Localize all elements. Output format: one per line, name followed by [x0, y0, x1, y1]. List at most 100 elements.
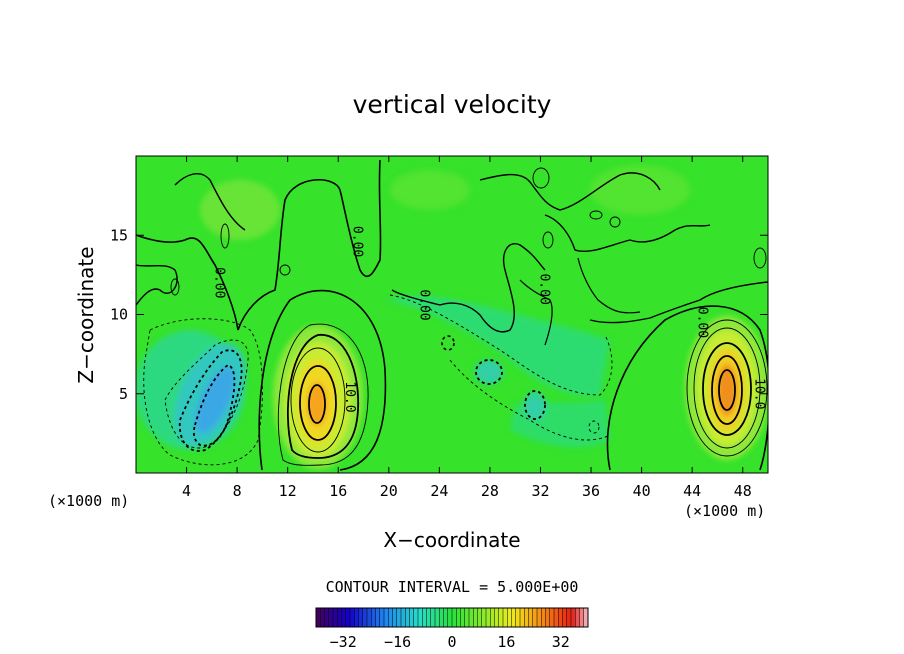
colorbar-cell — [435, 608, 440, 627]
colorbar-cell — [579, 608, 585, 627]
colorbar-cell — [426, 608, 432, 627]
colorbar-cell — [549, 608, 555, 627]
colorbar-cell — [520, 608, 525, 627]
x-tick-label: 4 — [182, 482, 191, 500]
colorbar-cell — [524, 608, 529, 627]
chart-title: vertical velocity — [353, 90, 552, 119]
colorbar-cell — [328, 608, 334, 627]
colorbar-tick-label: −32 — [330, 633, 357, 651]
colorbar-cell — [392, 608, 398, 627]
plot-area: 0.00 0.00 0.00 0.00 0.00 10.0 10.0 — [136, 156, 768, 473]
colorbar-cell — [333, 608, 338, 627]
y-tick-label: 10 — [110, 306, 128, 324]
colorbar-cell — [562, 608, 568, 627]
colorbar-cell — [345, 608, 351, 627]
colorbar-cell — [354, 608, 359, 627]
colorbar-cell — [541, 608, 546, 627]
colorbar-cell — [367, 608, 372, 627]
colorbar-cell — [379, 608, 385, 627]
colorbar-tick-label: 32 — [552, 633, 570, 651]
y-axis-label: Z−coordinate — [74, 246, 98, 383]
x-tick-label: 20 — [380, 482, 398, 500]
x-tick-label: 36 — [582, 482, 600, 500]
colorbar-cell — [456, 608, 461, 627]
contour-label: 0.00 — [212, 267, 227, 298]
colorbar-cell — [460, 608, 466, 627]
contour-label: 10.0 — [751, 378, 766, 409]
contour-label: 0.00 — [349, 226, 364, 257]
colorbar-cell — [316, 608, 321, 627]
colorbar-ticks: −32 −16 0 16 32 — [330, 633, 570, 651]
colorbar-cell — [422, 608, 427, 627]
colorbar-cell — [396, 608, 402, 627]
colorbar-tick-label: 16 — [497, 633, 515, 651]
colorbar-cell — [507, 608, 512, 627]
colorbar-cell — [469, 608, 474, 627]
colorbar-frame — [315, 607, 589, 628]
colorbar-cell — [388, 608, 393, 627]
colorbar-cell — [409, 608, 415, 627]
colorbar-cell — [341, 608, 347, 627]
contour-label: 0.00 — [536, 273, 551, 304]
contour-lines — [136, 159, 768, 471]
colorbar-cell — [558, 608, 563, 627]
colorbar-cell — [358, 608, 364, 627]
colorbar-cell — [473, 608, 478, 627]
colorbar-cell — [554, 608, 559, 627]
colorbar-cell — [418, 608, 423, 627]
colorbar-cell — [401, 608, 406, 627]
x-tick-label: 24 — [430, 482, 448, 500]
colorbar-cell — [320, 608, 325, 627]
colorbar-cell — [405, 608, 410, 627]
colorbar-cell — [439, 608, 444, 627]
colorbar-cell — [528, 608, 534, 627]
contour-interval-text: CONTOUR INTERVAL = 5.000E+00 — [326, 578, 579, 596]
colorbar-cell — [566, 608, 572, 627]
x-tick-label: 40 — [633, 482, 651, 500]
colorbar-cell — [430, 608, 436, 627]
colorbar-tick-label: 0 — [447, 633, 456, 651]
x-tick-label: 44 — [683, 482, 701, 500]
contour-label: 10.0 — [342, 381, 357, 412]
x-tick-label: 12 — [279, 482, 297, 500]
colorbar-cell — [515, 608, 521, 627]
contour-labels: 0.00 0.00 0.00 0.00 0.00 10.0 10.0 — [212, 226, 767, 413]
x-tick-label: 16 — [329, 482, 347, 500]
colorbar-cell — [375, 608, 381, 627]
colorbar-cell — [494, 608, 500, 627]
colorbar-cell — [481, 608, 487, 627]
colorbar-cell — [511, 608, 517, 627]
y-axis-ticks: 5 10 15 — [110, 226, 768, 403]
colorbar-cell — [350, 608, 355, 627]
x-tick-label: 48 — [734, 482, 752, 500]
colorbar-cell — [498, 608, 504, 627]
x-tick-label: 32 — [531, 482, 549, 500]
x-unit-right: (×1000 m) — [684, 502, 765, 520]
y-tick-label: 5 — [119, 385, 128, 403]
x-unit-left: (×1000 m) — [48, 492, 129, 510]
colorbar-cell — [545, 608, 551, 627]
colorbar-cell — [571, 608, 576, 627]
colorbar-cell — [447, 608, 453, 627]
colorbar-cell — [337, 608, 342, 627]
colorbar-cell — [452, 608, 457, 627]
colorbar — [315, 607, 589, 628]
colorbar-cell — [443, 608, 449, 627]
colorbar-cell — [413, 608, 419, 627]
colorbar-cell — [503, 608, 508, 627]
x-axis-ticks: 4 8 12 16 20 24 28 32 36 40 44 48 — [182, 156, 752, 500]
colorbar-cell — [532, 608, 538, 627]
x-axis-label: X−coordinate — [383, 528, 520, 552]
colorbar-cell — [362, 608, 368, 627]
colorbar-cell — [384, 608, 389, 627]
colorbar-cell — [537, 608, 542, 627]
colorbar-tick-label: −16 — [384, 633, 411, 651]
colorbar-cell — [324, 608, 330, 627]
colorbar-cell — [486, 608, 491, 627]
x-tick-label: 28 — [481, 482, 499, 500]
contour-label: 0.00 — [694, 307, 709, 338]
colorbar-cell — [583, 608, 589, 627]
colorbar-cell — [575, 608, 580, 627]
contour-label: 0.00 — [416, 289, 431, 320]
